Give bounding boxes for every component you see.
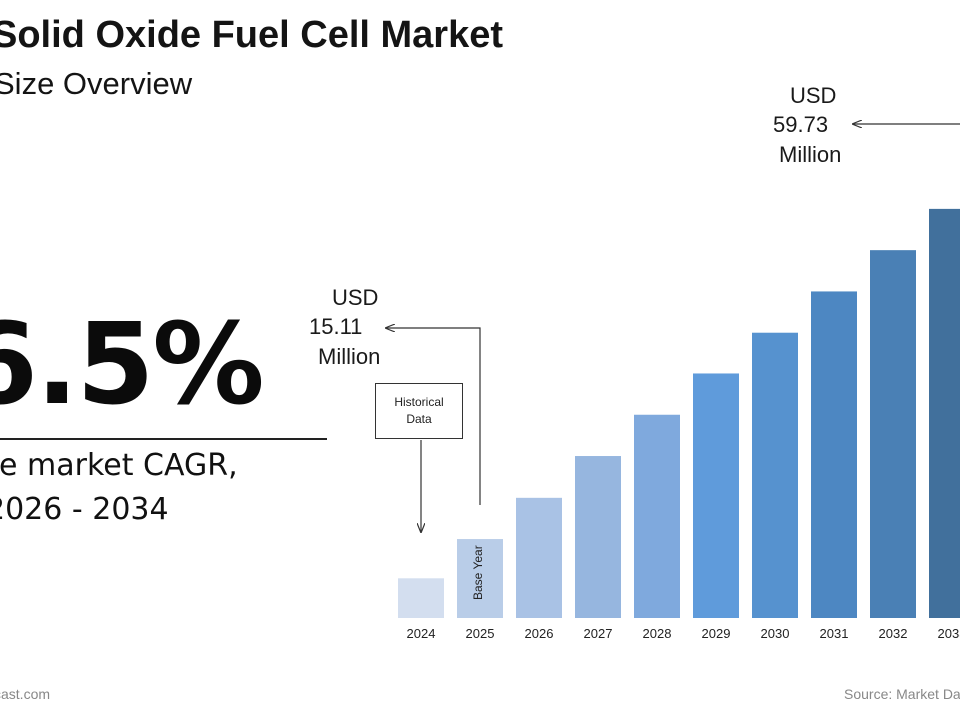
value-2025-scale: Million: [318, 344, 381, 369]
x-tick-label-2028: 2028: [643, 626, 672, 641]
base-year-label: Base Year: [471, 545, 485, 600]
bar-2029: [693, 373, 739, 618]
bar-2025: [457, 539, 503, 618]
footer-source: Source: Market Dat: [844, 686, 960, 702]
bar-2033: [929, 208, 960, 618]
cagr-period: 2026 - 2034: [0, 492, 169, 527]
bar-2027: [575, 456, 621, 618]
value-2034-scale: Million: [779, 142, 842, 167]
x-tick-label-2033: 2033: [938, 626, 960, 641]
x-tick-label-2026: 2026: [525, 626, 554, 641]
historical-data-box: Historical Data: [375, 383, 463, 439]
bars-layer: [398, 208, 960, 618]
chart-title: Solid Oxide Fuel Cell Market: [0, 14, 504, 56]
value-2025-unit: USD: [332, 285, 379, 310]
x-tick-label-2024: 2024: [407, 626, 436, 641]
x-tick-label-2029: 2029: [702, 626, 731, 641]
bar-2032: [870, 250, 916, 618]
historical-data-label: Historical Data: [394, 395, 444, 426]
x-tick-label-2030: 2030: [761, 626, 790, 641]
cagr-label: pe market CAGR,: [0, 448, 238, 483]
x-tick-label-2032: 2032: [879, 626, 908, 641]
x-tick-label-2027: 2027: [584, 626, 613, 641]
bar-2030: [752, 332, 798, 618]
bar-2026: [516, 497, 562, 618]
value-2025-arrow: [386, 328, 481, 505]
tick-labels-layer: 2024 2025 2026 2027 2028 2029 2030 2031 2032 2033: [407, 626, 960, 641]
value-2025-amount: 15.11: [309, 314, 363, 339]
bar-2028: [634, 414, 680, 618]
footer-website: cast.com: [0, 686, 51, 702]
value-2034-amount: 59.73: [773, 112, 829, 137]
chart-subtitle: Size Overview: [0, 66, 193, 101]
bar-2031: [811, 291, 857, 618]
bar-2024: [398, 578, 444, 618]
cagr-divider: [0, 438, 327, 440]
x-tick-label-2025: 2025: [466, 626, 495, 641]
value-2034-unit: USD: [790, 83, 837, 108]
x-tick-label-2031: 2031: [820, 626, 849, 641]
cagr-value: 6.5%: [0, 300, 265, 430]
